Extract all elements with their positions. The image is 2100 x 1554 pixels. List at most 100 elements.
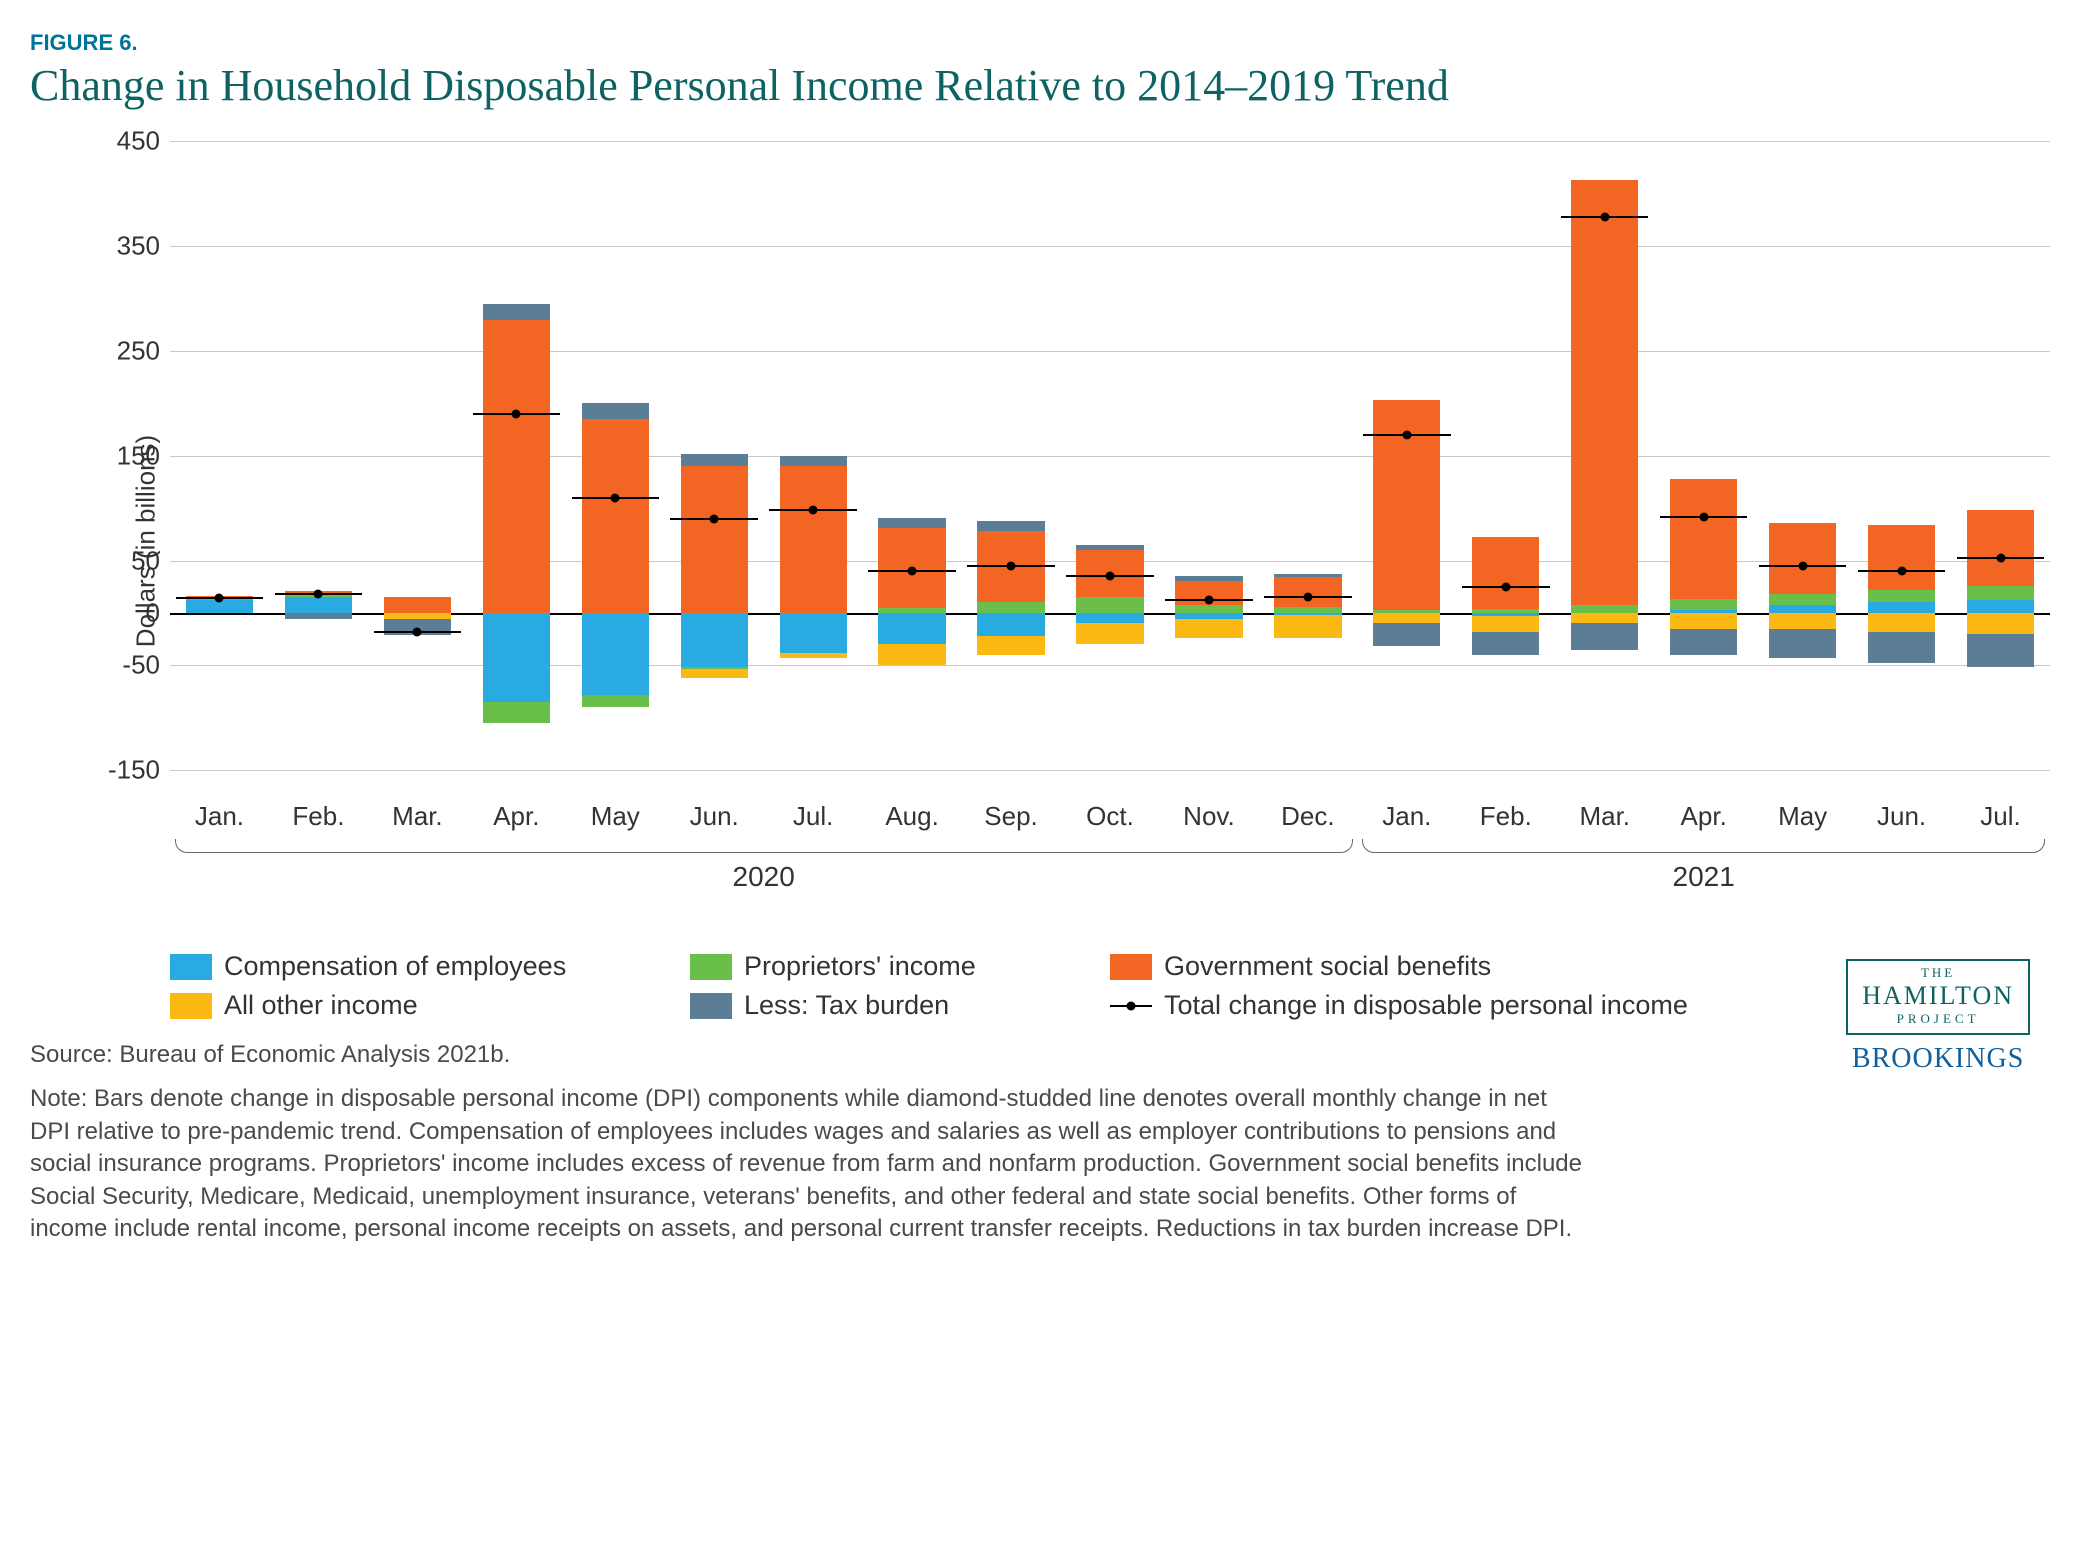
total-marker-dot [1106,572,1115,581]
total-marker-dot [1303,593,1312,602]
y-tick-label: 50 [100,545,160,576]
legend-label: Government social benefits [1164,951,1491,982]
legend-label: Proprietors' income [744,951,976,982]
bar-seg-tax_burden [681,454,748,467]
bar-seg-all_other [977,636,1044,655]
legend-label: All other income [224,990,418,1021]
y-tick-label: 150 [100,440,160,471]
total-marker-dot [710,514,719,523]
bar-seg-tax_burden [1373,623,1440,646]
bar-seg-proprietors [582,695,649,708]
legend-label: Total change in disposable personal inco… [1164,990,1688,1021]
bar-seg-proprietors [1769,594,1836,604]
bar-seg-gov_benefits [681,466,748,613]
bar-seg-tax_burden [780,456,847,466]
total-marker-dot [314,590,323,599]
bar-seg-comp_employees [1868,602,1935,612]
y-tick-label: 250 [100,336,160,367]
x-tick-label: Jun. [1877,801,1926,832]
y-tick-label: 350 [100,231,160,262]
total-marker-dot [1204,596,1213,605]
total-marker-dot [1501,582,1510,591]
bar-seg-comp_employees [285,597,352,613]
year-group-labels: 20202021 [170,839,2050,919]
bar-group [1274,131,1341,791]
total-marker-dot [908,567,917,576]
bar-seg-tax_burden [878,518,945,528]
bar-seg-comp_employees [1967,600,2034,613]
x-tick-label: Feb. [1480,801,1532,832]
bar-group [186,131,253,791]
x-tick-label: Mar. [392,801,443,832]
total-marker-dot [1600,212,1609,221]
bar-seg-gov_benefits [483,320,550,613]
bar-seg-all_other [1571,613,1638,623]
bar-group [1472,131,1539,791]
note-text: Note: Bars denote change in disposable p… [30,1083,1590,1245]
bar-group [681,131,748,791]
y-tick-label: -50 [100,650,160,681]
bar-seg-all_other [681,669,748,677]
legend-item-all_other: All other income [170,990,690,1021]
bar-seg-all_other [878,644,945,665]
bar-seg-proprietors [977,602,1044,612]
bar-seg-all_other [1769,613,1836,629]
bar-seg-gov_benefits [1670,479,1737,599]
bar-group [1868,131,1935,791]
y-tick-label: 0 [100,597,160,628]
bar-seg-tax_burden [1868,632,1935,663]
legend-item-proprietors: Proprietors' income [690,951,1110,982]
bar-seg-all_other [1373,613,1440,623]
legend: Compensation of employees Proprietors' in… [170,951,2070,1021]
x-tick-label: Jun. [690,801,739,832]
legend-label: Compensation of employees [224,951,566,982]
x-tick-label: Mar. [1579,801,1630,832]
bar-group [977,131,1044,791]
bar-seg-tax_burden [483,304,550,320]
bar-seg-all_other [1670,613,1737,629]
bar-group [582,131,649,791]
bar-seg-tax_burden [977,521,1044,531]
hamilton-the: THE [1862,965,2014,981]
bar-seg-gov_benefits [1571,180,1638,604]
total-marker-dot [611,493,620,502]
legend-item-total: Total change in disposable personal inco… [1110,990,1730,1021]
legend-swatch [1110,954,1152,980]
bar-seg-tax_burden [1472,632,1539,655]
bar-seg-comp_employees [582,613,649,695]
x-tick-label: Dec. [1281,801,1334,832]
legend-item-comp_employees: Compensation of employees [170,951,690,982]
bar-seg-comp_employees [878,613,945,644]
bar-seg-comp_employees [483,613,550,702]
bar-group [1175,131,1242,791]
bar-seg-tax_burden [1274,574,1341,577]
source-text: Source: Bureau of Economic Analysis 2021… [30,1039,1590,1071]
chart-title: Change in Household Disposable Personal … [30,60,2070,111]
legend-swatch [170,993,212,1019]
legend-label: Less: Tax burden [744,990,949,1021]
x-tick-label: Jul. [1980,801,2020,832]
bar-seg-gov_benefits [1868,525,1935,590]
bar-seg-tax_burden [1670,629,1737,655]
year-brace [1362,839,2045,853]
source-note: Source: Bureau of Economic Analysis 2021… [30,1039,1590,1245]
bar-seg-all_other [1868,613,1935,632]
x-tick-label: Jul. [793,801,833,832]
logos: THE HAMILTON PROJECT BROOKINGS [1846,959,2030,1075]
bar-group [1571,131,1638,791]
bar-seg-comp_employees [681,613,748,667]
bar-seg-comp_employees [1769,605,1836,613]
y-tick-label: 450 [100,126,160,157]
y-tick-label: -150 [100,755,160,786]
bar-seg-gov_benefits [384,597,451,613]
total-marker-dot [215,594,224,603]
total-marker-dot [1402,430,1411,439]
bar-seg-all_other [1076,623,1143,644]
bar-seg-all_other [1274,615,1341,638]
x-tick-label: Jan. [195,801,244,832]
x-tick-label: Feb. [292,801,344,832]
year-label: 2020 [733,861,795,893]
bar-seg-all_other [1175,619,1242,638]
bar-group [1076,131,1143,791]
bar-seg-all_other [1472,616,1539,632]
